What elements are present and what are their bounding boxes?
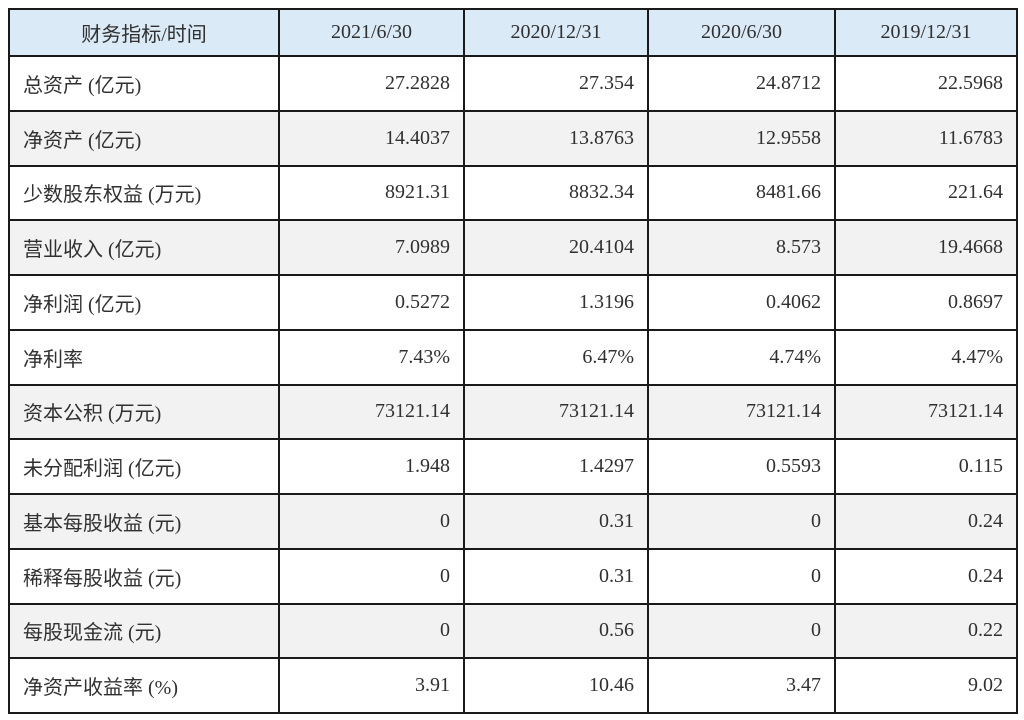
cell-value: 6.47%	[463, 328, 649, 386]
table-row: 净利润 (亿元) 0.5272 1.3196 0.4062 0.8697	[8, 274, 1018, 331]
cell-value: 8921.31	[278, 164, 465, 222]
cell-value: 0.22	[834, 602, 1018, 660]
column-header-indicator: 财务指标/时间	[8, 8, 280, 57]
cell-value: 14.4037	[278, 109, 465, 167]
row-label: 净资产 (亿元)	[8, 109, 280, 167]
row-label: 营业收入 (亿元)	[8, 219, 280, 276]
column-header-date-1: 2021/6/30	[278, 8, 465, 57]
cell-value: 1.948	[278, 438, 465, 495]
cell-value: 0.24	[834, 493, 1018, 550]
column-header-date-4: 2019/12/31	[834, 8, 1018, 57]
cell-value: 10.46	[463, 657, 649, 714]
table-row: 未分配利润 (亿元) 1.948 1.4297 0.5593 0.115	[8, 438, 1018, 495]
column-header-date-3: 2020/6/30	[647, 8, 836, 57]
table-row: 稀释每股收益 (元) 0 0.31 0 0.24	[8, 547, 1018, 605]
cell-value: 22.5968	[834, 55, 1018, 112]
table-row: 少数股东权益 (万元) 8921.31 8832.34 8481.66 221.…	[8, 164, 1018, 222]
cell-value: 73121.14	[834, 383, 1018, 441]
cell-value: 27.2828	[278, 55, 465, 112]
cell-value: 8832.34	[463, 164, 649, 222]
table-row: 净资产收益率 (%) 3.91 10.46 3.47 9.02	[8, 657, 1018, 714]
cell-value: 8481.66	[647, 164, 836, 222]
row-label: 稀释每股收益 (元)	[8, 547, 280, 605]
cell-value: 11.6783	[834, 109, 1018, 167]
cell-value: 3.47	[647, 657, 836, 714]
cell-value: 27.354	[463, 55, 649, 112]
row-label: 少数股东权益 (万元)	[8, 164, 280, 222]
table-row: 资本公积 (万元) 73121.14 73121.14 73121.14 731…	[8, 383, 1018, 441]
cell-value: 1.4297	[463, 438, 649, 495]
cell-value: 0.8697	[834, 274, 1018, 331]
cell-value: 0.5272	[278, 274, 465, 331]
table-row: 基本每股收益 (元) 0 0.31 0 0.24	[8, 493, 1018, 550]
cell-value: 12.9558	[647, 109, 836, 167]
cell-value: 0	[278, 547, 465, 605]
cell-value: 0.31	[463, 493, 649, 550]
cell-value: 0.4062	[647, 274, 836, 331]
cell-value: 0	[278, 493, 465, 550]
financial-indicators-table: 财务指标/时间 2021/6/30 2020/12/31 2020/6/30 2…	[8, 8, 1018, 714]
cell-value: 0	[647, 602, 836, 660]
cell-value: 3.91	[278, 657, 465, 714]
table-row: 总资产 (亿元) 27.2828 27.354 24.8712 22.5968	[8, 55, 1018, 112]
table-row: 净利率 7.43% 6.47% 4.74% 4.47%	[8, 328, 1018, 386]
cell-value: 4.74%	[647, 328, 836, 386]
cell-value: 0.31	[463, 547, 649, 605]
cell-value: 19.4668	[834, 219, 1018, 276]
cell-value: 7.0989	[278, 219, 465, 276]
row-label: 每股现金流 (元)	[8, 602, 280, 660]
cell-value: 24.8712	[647, 55, 836, 112]
cell-value: 73121.14	[647, 383, 836, 441]
cell-value: 73121.14	[463, 383, 649, 441]
row-label: 未分配利润 (亿元)	[8, 438, 280, 495]
row-label: 净资产收益率 (%)	[8, 657, 280, 714]
cell-value: 7.43%	[278, 328, 465, 386]
cell-value: 4.47%	[834, 328, 1018, 386]
column-header-date-2: 2020/12/31	[463, 8, 649, 57]
cell-value: 0	[647, 547, 836, 605]
table-row: 每股现金流 (元) 0 0.56 0 0.22	[8, 602, 1018, 660]
cell-value: 73121.14	[278, 383, 465, 441]
financial-table: 财务指标/时间 2021/6/30 2020/12/31 2020/6/30 2…	[8, 8, 1018, 714]
cell-value: 0.5593	[647, 438, 836, 495]
cell-value: 8.573	[647, 219, 836, 276]
header-row: 财务指标/时间 2021/6/30 2020/12/31 2020/6/30 2…	[8, 8, 1018, 57]
cell-value: 13.8763	[463, 109, 649, 167]
cell-value: 0.24	[834, 547, 1018, 605]
row-label: 净利率	[8, 328, 280, 386]
cell-value: 0.115	[834, 438, 1018, 495]
row-label: 基本每股收益 (元)	[8, 493, 280, 550]
cell-value: 0	[647, 493, 836, 550]
table-row: 营业收入 (亿元) 7.0989 20.4104 8.573 19.4668	[8, 219, 1018, 276]
cell-value: 20.4104	[463, 219, 649, 276]
row-label: 资本公积 (万元)	[8, 383, 280, 441]
cell-value: 0	[278, 602, 465, 660]
cell-value: 1.3196	[463, 274, 649, 331]
cell-value: 221.64	[834, 164, 1018, 222]
cell-value: 0.56	[463, 602, 649, 660]
cell-value: 9.02	[834, 657, 1018, 714]
row-label: 总资产 (亿元)	[8, 55, 280, 112]
row-label: 净利润 (亿元)	[8, 274, 280, 331]
table-row: 净资产 (亿元) 14.4037 13.8763 12.9558 11.6783	[8, 109, 1018, 167]
